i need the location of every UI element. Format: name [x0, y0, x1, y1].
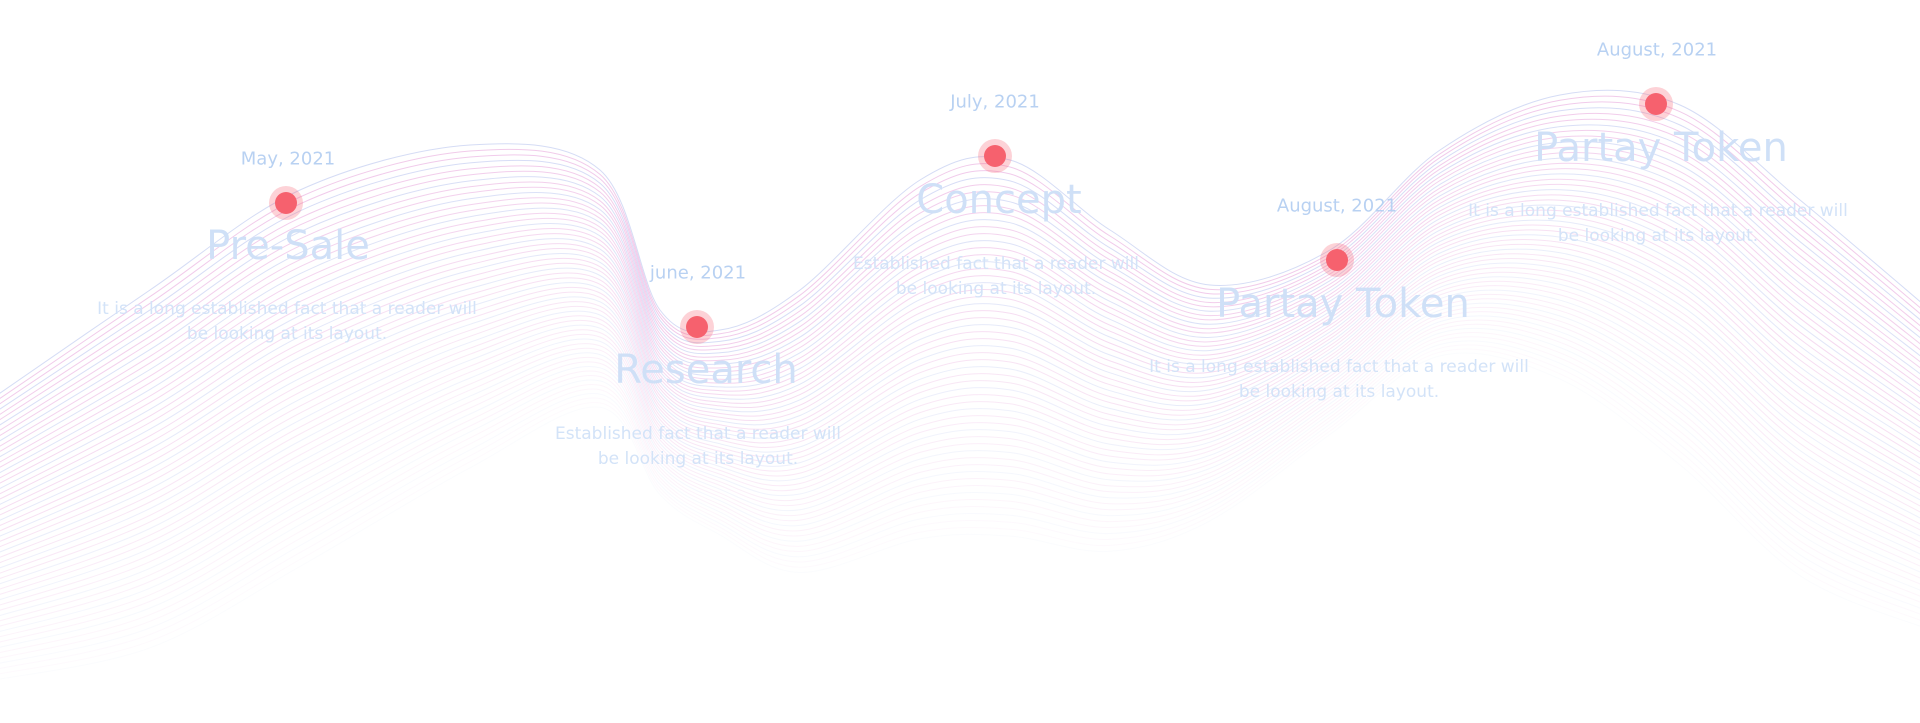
wave-line [0, 332, 1920, 654]
wave-line [0, 340, 1920, 664]
milestone-title: Concept [916, 177, 1082, 223]
milestone-dot[interactable] [269, 186, 303, 220]
wave-line [0, 112, 1920, 415]
wave-line [0, 289, 1920, 601]
milestone-description: It is a long established fact that a rea… [1468, 201, 1848, 246]
wave-line [0, 327, 1920, 648]
wave-line [0, 101, 1920, 405]
wave-line [0, 257, 1920, 564]
wave-line [0, 319, 1920, 638]
wave-line [0, 168, 1920, 468]
wave-line [0, 352, 1920, 680]
wave-line [0, 204, 1920, 505]
wave-line [0, 173, 1920, 474]
wave-line [0, 124, 1920, 426]
milestone-description: It is a long established fact that a rea… [1149, 357, 1529, 402]
wave-line [0, 189, 1920, 489]
wave-line [0, 315, 1920, 632]
milestone-description: Established fact that a reader will be l… [555, 424, 841, 469]
wave-line [0, 323, 1920, 643]
wave-line [0, 271, 1920, 579]
milestone-title: Partay Token [1534, 125, 1788, 171]
milestone-dot[interactable] [680, 310, 714, 344]
wave-line [0, 248, 1920, 553]
milestone-date: August, 2021 [1276, 195, 1398, 217]
wave-line [0, 243, 1920, 548]
wave-line [0, 336, 1920, 659]
wave-line [0, 229, 1920, 532]
wave-line [0, 107, 1920, 410]
wave-line [0, 135, 1920, 437]
wave-line [0, 199, 1920, 500]
wave-line [0, 302, 1920, 616]
wave-line [0, 162, 1920, 463]
milestone-title: Research [614, 347, 798, 393]
wave-line [0, 234, 1920, 537]
wave-line [0, 146, 1920, 447]
milestone-date: May, 2021 [240, 148, 336, 170]
wave-line [0, 219, 1920, 521]
wave-line [0, 224, 1920, 527]
wave-line [0, 262, 1920, 569]
milestone-date: July, 2021 [950, 91, 1040, 113]
wave-line [0, 183, 1920, 484]
milestone-date: August, 2021 [1596, 39, 1718, 61]
wave-line [0, 298, 1920, 611]
milestone-description: It is a long established fact that a rea… [97, 299, 477, 344]
wave-line [0, 253, 1920, 558]
wave-line [0, 267, 1920, 574]
milestone-dot[interactable] [1320, 243, 1354, 277]
wave-line [0, 209, 1920, 511]
wave-line [0, 157, 1920, 458]
wave-line [0, 344, 1920, 669]
wave-line [0, 178, 1920, 479]
wave-line [0, 348, 1920, 675]
wave-line [0, 89, 1920, 394]
wave-line [0, 276, 1920, 585]
wave-line [0, 95, 1920, 400]
milestone-dot[interactable] [1639, 87, 1673, 121]
wave-line [0, 306, 1920, 622]
milestone-description: Established fact that a reader will be l… [853, 254, 1139, 299]
milestone-title: Partay Token [1216, 281, 1470, 327]
wave-line [0, 129, 1920, 431]
milestone-date: june, 2021 [649, 262, 747, 284]
wave-line [0, 214, 1920, 516]
wave-line [0, 293, 1920, 606]
milestone-dot[interactable] [978, 139, 1012, 173]
wave-line [0, 280, 1920, 590]
wave-line [0, 194, 1920, 495]
wave-line [0, 239, 1920, 542]
wave-line [0, 141, 1920, 442]
wave-line [0, 285, 1920, 595]
wave-line [0, 118, 1920, 421]
wave-line [0, 152, 1920, 452]
wave-line [0, 311, 1920, 627]
milestone-title: Pre-Sale [206, 223, 370, 269]
